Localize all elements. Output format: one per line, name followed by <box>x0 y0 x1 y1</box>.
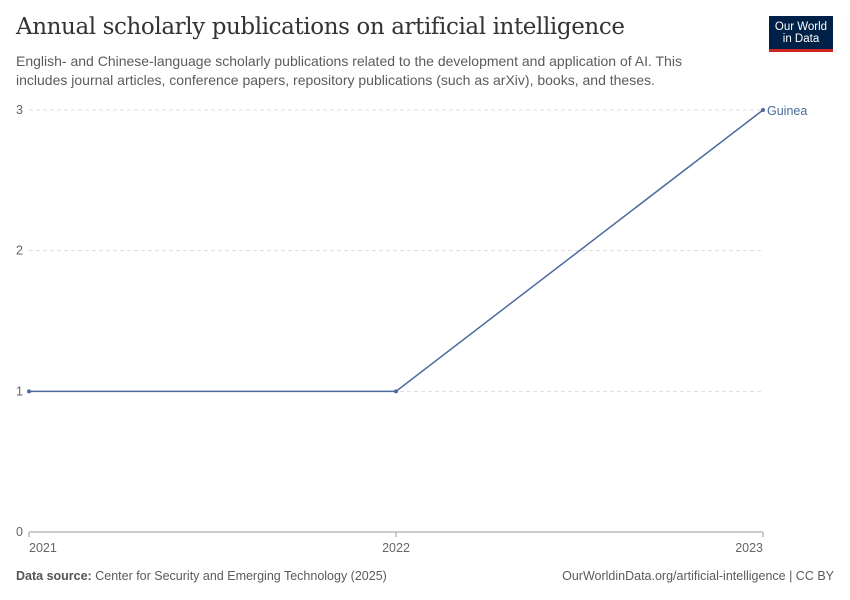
chart-title: Annual scholarly publications on artific… <box>16 14 625 40</box>
chart-subtitle: English- and Chinese-language scholarly … <box>16 53 682 88</box>
x-tick-label: 2022 <box>382 541 410 555</box>
x-tick-label: 2021 <box>29 541 57 555</box>
x-tick-label: 2023 <box>735 541 763 555</box>
data-point <box>761 108 765 112</box>
owid-logo[interactable]: Our World in Data <box>769 16 833 52</box>
source-label: Data source: <box>16 569 92 583</box>
series-label: Guinea <box>767 104 807 118</box>
y-tick-label: 3 <box>16 103 23 117</box>
y-tick-label: 2 <box>16 244 23 258</box>
data-point <box>27 389 31 394</box>
y-tick-label: 0 <box>16 525 23 539</box>
data-source: Data source: Center for Security and Eme… <box>16 569 387 583</box>
y-tick-label: 1 <box>16 384 23 398</box>
logo-line2: in Data <box>782 32 820 45</box>
data-point <box>394 389 398 394</box>
logo-line1: Our World <box>774 20 828 33</box>
source-text[interactable]: Center for Security and Emerging Technol… <box>95 569 387 583</box>
footer-url[interactable]: OurWorldinData.org/artificial-intelligen… <box>562 569 834 583</box>
